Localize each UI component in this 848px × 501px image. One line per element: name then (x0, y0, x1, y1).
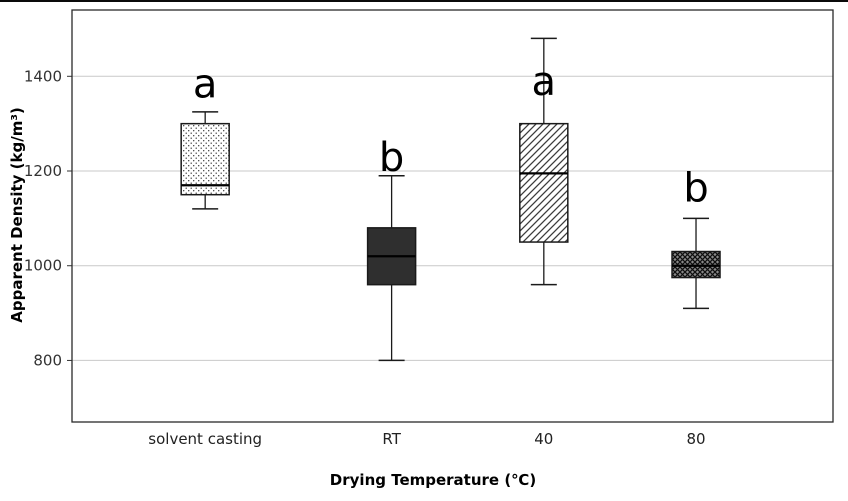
box-2 (519, 122, 569, 243)
box-3 (671, 250, 721, 279)
x-axis-title: Drying Temperature (℃) (330, 471, 536, 489)
x-category-label-3: 80 (686, 430, 705, 448)
significance-letter-0: a (193, 61, 218, 107)
significance-letter-1: b (379, 135, 404, 181)
y-tick-label-1400: 1400 (24, 67, 62, 85)
y-axis-title: Apparent Density (kg/m³) (8, 107, 26, 323)
significance-letter-2: a (532, 59, 557, 105)
significance-letter-3: b (683, 166, 708, 212)
plot-frame (71, 9, 834, 423)
y-tick-label-1000: 1000 (24, 257, 62, 275)
x-category-label-0: solvent casting (148, 430, 262, 448)
x-category-label-1: RT (382, 430, 401, 448)
x-category-label-2: 40 (534, 430, 553, 448)
chart-plot-area: 800 1000 1200 1400 a solvent casting b RT a 40 b 80 (24, 9, 834, 448)
y-tick-label-800: 800 (33, 351, 62, 369)
box-0 (180, 122, 230, 196)
y-tick-label-1200: 1200 (24, 162, 62, 180)
